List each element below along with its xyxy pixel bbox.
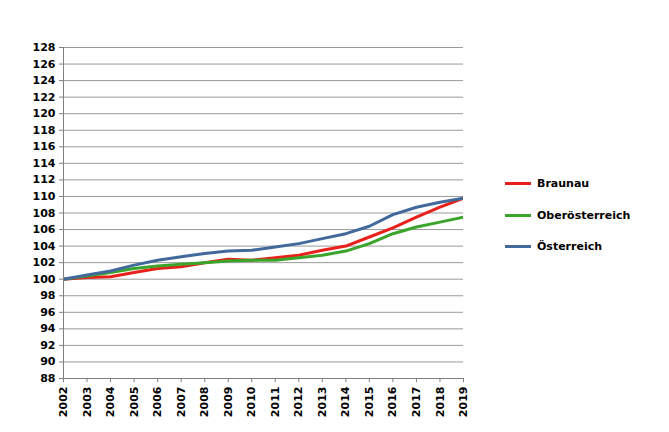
svg-text:114: 114 [33, 157, 56, 170]
html-text:Oberösterreich: Oberösterreich [537, 208, 631, 222]
svg-text:2005: 2005 [128, 387, 141, 418]
svg-text:116: 116 [33, 140, 56, 153]
svg-text:2007: 2007 [175, 387, 188, 418]
svg-text:2015: 2015 [363, 387, 376, 418]
svg-text:126: 126 [33, 58, 56, 71]
svg-text:2011: 2011 [269, 387, 282, 418]
svg-text:88: 88 [40, 372, 55, 385]
svg-text:106: 106 [33, 223, 56, 236]
svg-text:96: 96 [40, 306, 56, 319]
svg-text:2018: 2018 [433, 387, 446, 418]
svg-text:120: 120 [33, 107, 56, 120]
svg-text:2016: 2016 [386, 386, 399, 417]
svg-text:100: 100 [33, 273, 56, 286]
svg-text:2012: 2012 [292, 387, 305, 418]
svg-text:2003: 2003 [81, 387, 94, 418]
svg-text:2009: 2009 [222, 387, 235, 418]
svg-text:2008: 2008 [198, 387, 211, 418]
svg-text:102: 102 [33, 256, 56, 269]
svg-text:90: 90 [40, 355, 56, 368]
svg-text:124: 124 [33, 74, 56, 87]
svg-text:104: 104 [33, 240, 56, 253]
svg-text:2010: 2010 [245, 386, 258, 417]
svg-text:2014: 2014 [339, 386, 352, 417]
svg-text:128: 128 [33, 41, 56, 54]
svg-text:2006: 2006 [151, 386, 164, 417]
svg-text:118: 118 [33, 124, 56, 137]
html-text:Braunau: Braunau [537, 177, 590, 191]
svg-text:112: 112 [33, 173, 56, 186]
svg-text:92: 92 [40, 339, 55, 352]
svg-text:2013: 2013 [316, 387, 329, 418]
svg-text:2017: 2017 [410, 387, 423, 418]
svg-text:2019: 2019 [457, 387, 470, 418]
svg-text:110: 110 [33, 190, 56, 203]
svg-text:98: 98 [40, 289, 55, 302]
svg-text:108: 108 [33, 207, 56, 220]
html-text:Österreich: Österreich [537, 240, 603, 254]
svg-text:122: 122 [33, 91, 56, 104]
svg-text:2004: 2004 [104, 386, 117, 417]
svg-text:2002: 2002 [57, 387, 70, 418]
svg-text:94: 94 [40, 322, 56, 335]
